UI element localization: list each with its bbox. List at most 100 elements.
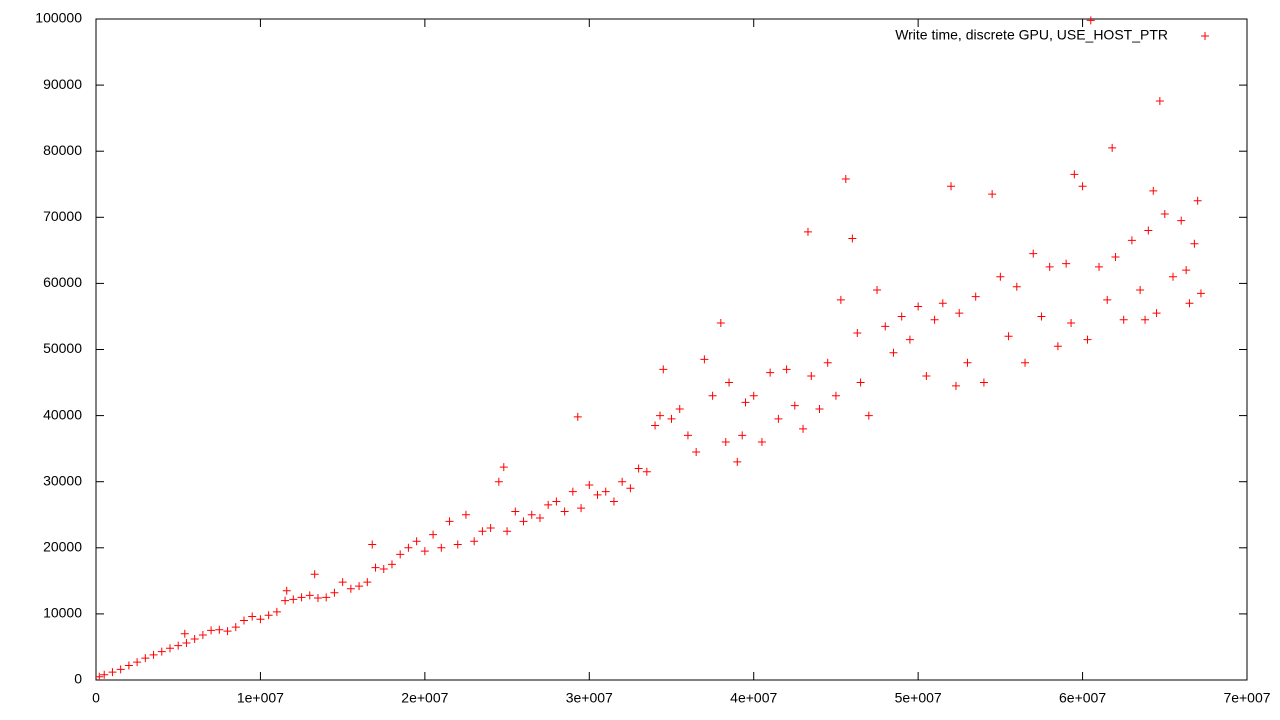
- legend-marker: [1201, 32, 1209, 40]
- point: [922, 371, 931, 380]
- point: [667, 414, 676, 423]
- point: [1193, 196, 1202, 205]
- point: [782, 365, 791, 374]
- point: [1103, 295, 1112, 304]
- point: [453, 540, 462, 549]
- point: [519, 517, 528, 526]
- point: [988, 190, 997, 199]
- point: [544, 500, 553, 509]
- point: [700, 355, 709, 364]
- legend-label: Write time, discrete GPU, USE_HOST_PTR: [895, 27, 1168, 43]
- point: [634, 464, 643, 473]
- point: [626, 484, 635, 493]
- point: [1045, 262, 1054, 271]
- point: [774, 414, 783, 423]
- point: [955, 309, 964, 318]
- point: [1029, 249, 1038, 258]
- point: [486, 523, 495, 532]
- point: [420, 547, 429, 556]
- point: [721, 438, 730, 447]
- point: [149, 650, 158, 659]
- point: [535, 514, 544, 523]
- point: [996, 272, 1005, 281]
- point: [790, 401, 799, 410]
- x-tick-label: 4e+007: [730, 690, 777, 706]
- x-tick-label: 5e+007: [895, 690, 942, 706]
- point: [749, 391, 758, 400]
- point: [499, 463, 508, 472]
- point: [1111, 252, 1120, 261]
- point: [853, 328, 862, 337]
- point: [568, 487, 577, 496]
- point: [938, 299, 947, 308]
- y-tick-label: 0: [74, 671, 82, 687]
- point: [355, 582, 364, 591]
- point: [1067, 319, 1076, 328]
- point: [897, 312, 906, 321]
- point: [1177, 216, 1186, 225]
- point: [461, 510, 470, 519]
- point: [841, 174, 850, 183]
- point: [757, 438, 766, 447]
- x-tick-label: 1e+007: [237, 690, 284, 706]
- point: [396, 550, 405, 559]
- point: [478, 527, 487, 536]
- point: [836, 295, 845, 304]
- point: [133, 658, 142, 667]
- point: [848, 234, 857, 243]
- point: [799, 424, 808, 433]
- point: [445, 517, 454, 526]
- point: [618, 477, 627, 486]
- point: [264, 611, 273, 620]
- point: [881, 322, 890, 331]
- y-tick-label: 50000: [43, 340, 82, 356]
- point: [725, 378, 734, 387]
- point: [963, 358, 972, 367]
- point: [683, 431, 692, 440]
- point: [1169, 272, 1178, 281]
- point: [947, 182, 956, 191]
- point: [1196, 289, 1205, 298]
- point: [1190, 239, 1199, 248]
- point: [157, 647, 166, 656]
- point: [330, 588, 339, 597]
- point: [741, 398, 750, 407]
- x-tick-label: 6e+007: [1059, 690, 1106, 706]
- point: [124, 661, 133, 670]
- point: [313, 594, 322, 603]
- point: [281, 596, 290, 605]
- point: [823, 358, 832, 367]
- point: [951, 381, 960, 390]
- point: [338, 578, 347, 587]
- point: [889, 348, 898, 357]
- point: [1119, 315, 1128, 324]
- point: [190, 635, 199, 644]
- point: [1078, 182, 1087, 191]
- point: [1141, 315, 1150, 324]
- point: [979, 378, 988, 387]
- point: [914, 302, 923, 311]
- point: [322, 593, 331, 602]
- point: [1155, 96, 1164, 105]
- point: [379, 564, 388, 573]
- point: [1152, 309, 1161, 318]
- point: [692, 447, 701, 456]
- point: [527, 510, 536, 519]
- point: [437, 543, 446, 552]
- point: [429, 530, 438, 539]
- plot-border: [95, 18, 1248, 681]
- point: [1160, 209, 1169, 218]
- point: [831, 391, 840, 400]
- point: [1086, 16, 1095, 25]
- point: [1149, 186, 1158, 195]
- y-tick-label: 20000: [43, 539, 82, 555]
- point: [387, 560, 396, 569]
- point: [1012, 282, 1021, 291]
- point: [659, 365, 668, 374]
- point: [1136, 286, 1145, 295]
- point: [256, 615, 265, 624]
- point: [1070, 170, 1079, 179]
- point: [930, 315, 939, 324]
- y-tick-label: 10000: [43, 605, 82, 621]
- point: [108, 668, 117, 677]
